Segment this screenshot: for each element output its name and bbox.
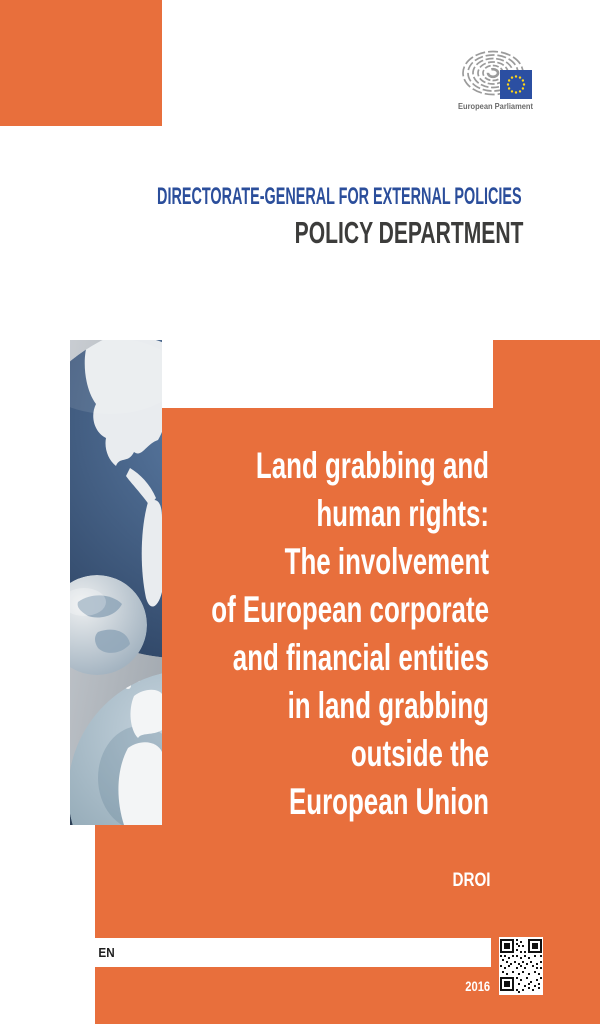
eu-flag-stars-icon <box>500 70 532 99</box>
cover-title: Land grabbing and human rights: The invo… <box>97 442 489 826</box>
cover-title-line: human rights: <box>316 493 489 534</box>
qr-code <box>499 937 543 995</box>
cover-title-line: Land grabbing and <box>255 445 489 486</box>
cover-title-line: outside the <box>350 733 489 774</box>
committee-label: DROI <box>452 870 490 891</box>
cover-title-line: The involvement <box>284 541 489 582</box>
corner-brand-block <box>0 0 162 126</box>
orange-panel-top-step <box>493 340 600 408</box>
orange-panel-main <box>162 408 600 825</box>
european-parliament-logo: European Parliament <box>456 46 536 112</box>
ep-hemicycle-icon: European Parliament <box>458 50 533 111</box>
globe-silver-small <box>47 575 147 675</box>
qr-code-icon <box>500 939 542 993</box>
cover-title-line: and financial entities <box>232 637 490 678</box>
directorate-general-heading: DIRECTORATE-GENERAL FOR EXTERNAL POLICIE… <box>157 183 522 210</box>
cover-title-line: European Union <box>288 781 489 822</box>
cover-title-line: in land grabbing <box>287 685 489 726</box>
language-bar: EN <box>93 938 491 967</box>
policy-department-heading: POLICY DEPARTMENT <box>294 215 523 250</box>
cover-title-line: of European corporate <box>211 589 489 630</box>
year-label: 2016 <box>465 978 490 994</box>
logo-caption: European Parliament <box>458 102 533 111</box>
language-code-label: EN <box>98 945 115 960</box>
